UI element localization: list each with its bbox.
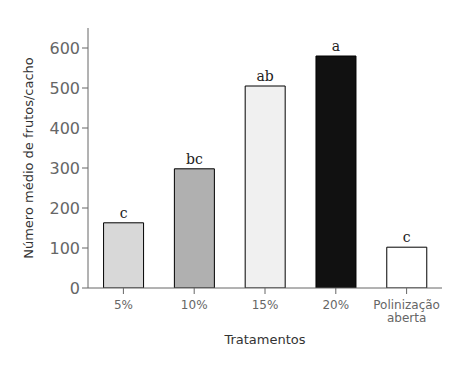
svg-text:15%: 15% [252, 298, 279, 312]
svg-text:5%: 5% [114, 298, 133, 312]
svg-text:100: 100 [49, 239, 80, 258]
svg-text:20%: 20% [322, 298, 349, 312]
svg-text:Número médio de frutos/cacho: Número médio de frutos/cacho [21, 57, 36, 259]
svg-text:bc: bc [186, 151, 203, 167]
svg-text:c: c [403, 229, 411, 245]
svg-text:Polinizaçãoaberta: Polinizaçãoaberta [373, 298, 440, 326]
svg-text:300: 300 [49, 159, 80, 178]
svg-text:10%: 10% [181, 298, 208, 312]
svg-text:500: 500 [49, 79, 80, 98]
svg-text:a: a [332, 38, 340, 54]
svg-text:400: 400 [49, 119, 80, 138]
svg-text:200: 200 [49, 199, 80, 218]
svg-text:600: 600 [49, 39, 80, 58]
svg-text:ab: ab [257, 68, 274, 84]
svg-text:Tratamentos: Tratamentos [223, 332, 305, 347]
svg-text:c: c [120, 205, 128, 221]
svg-text:0: 0 [70, 279, 80, 298]
